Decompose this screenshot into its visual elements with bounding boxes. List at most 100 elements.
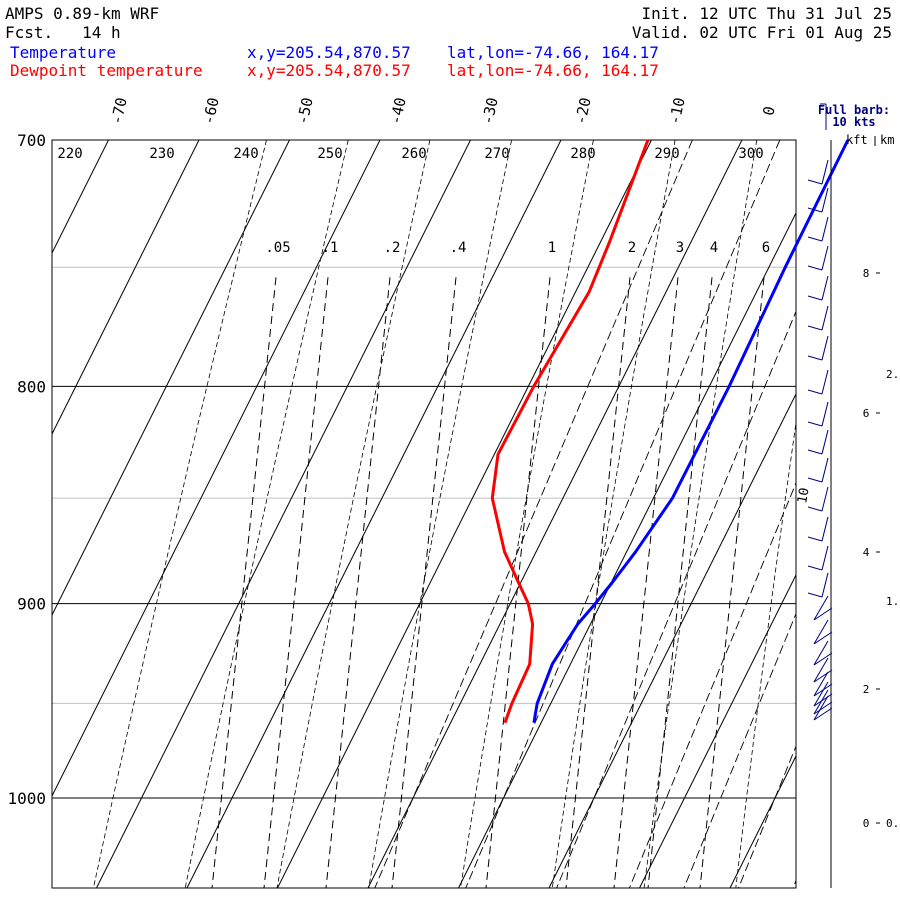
isotherm-line (52, 140, 290, 617)
legend-temperature-name: Temperature (10, 43, 116, 62)
wind-barb-flag (807, 207, 823, 213)
theta-label: 280 (570, 146, 595, 162)
isotherm-line (821, 140, 900, 888)
dry-adiabat (368, 140, 512, 888)
wind-barb-flag (807, 295, 823, 301)
mixing-ratio-line (565, 277, 631, 888)
dry-adiabat (735, 420, 796, 888)
theta-label: 270 (484, 146, 509, 162)
moist-adiabat (792, 879, 796, 888)
dewpoint-profile (490, 139, 650, 724)
mixing-ratio-label: .1 (322, 240, 339, 256)
forecast-label: Fcst. (5, 23, 54, 42)
wind-barb (813, 681, 829, 707)
wind-barb (821, 486, 829, 512)
wind-barb-flag (807, 265, 823, 271)
kft-tick-label: 0 (863, 817, 870, 830)
wind-barb (821, 401, 829, 427)
temperature-profile (532, 139, 850, 723)
init-value: 12 UTC Thu 31 Jul 25 (699, 4, 892, 23)
wind-barb-flag (807, 565, 823, 571)
wind-barb (821, 572, 829, 598)
legend-temperature-xy: x,y=205.54,870.57 (247, 43, 411, 62)
plot-frame (51, 139, 797, 889)
wind-barb-flag (807, 449, 823, 455)
isotherm-line (277, 140, 652, 888)
dry-adiabat (93, 140, 267, 888)
mixing-ratio-line (391, 277, 457, 888)
mixing-ratio-label: .2 (384, 240, 401, 256)
pressure-label: 800 (17, 377, 46, 396)
mixing-ratio-line (647, 277, 713, 888)
moist-adiabat (556, 310, 796, 888)
isotherm-line (548, 392, 796, 888)
wind-barb-flag (807, 477, 823, 483)
isotherm-line (186, 140, 562, 888)
wind-barb-flag (813, 701, 833, 715)
wind-barb (821, 187, 829, 213)
wind-barb-flag (813, 652, 833, 666)
barb-legend-line2: 10 kts (832, 115, 875, 129)
isotherm-line (367, 140, 743, 888)
mixing-ratio-line (613, 277, 679, 888)
valid-time: Valid. 02 UTC Fri 01 Aug 25 (632, 24, 892, 42)
isotherm-line (0, 140, 18, 888)
barb-legend-line1: Full barb: (818, 103, 890, 117)
wind-barb (821, 216, 829, 242)
wind-barb-flag (807, 325, 823, 331)
kft-tick-label: 2 (863, 683, 870, 696)
wind-barb-flag (807, 506, 823, 512)
dry-adiabat (276, 140, 431, 888)
wind-barb (821, 369, 829, 395)
wind-barb (813, 695, 829, 721)
moist-adiabat (465, 140, 781, 888)
wind-barb (821, 335, 829, 361)
wind-barb (821, 275, 829, 301)
temperature-tick-label: -40 (386, 96, 409, 126)
dry-adiabat (551, 140, 676, 888)
dry-adiabat (460, 140, 594, 888)
wind-barb (813, 595, 829, 621)
temperature-tick-label: -70 (107, 96, 130, 126)
kft-axis-label: kft (846, 133, 868, 147)
pressure-label: 1000 (7, 789, 46, 808)
mixing-ratio-line (485, 277, 551, 888)
moist-adiabat (628, 481, 796, 888)
wind-barb (813, 689, 829, 715)
plot-area (0, 140, 900, 888)
wind-barb (813, 640, 829, 666)
moist-adiabat (683, 612, 796, 888)
temperature-tick-label: -60 (199, 96, 222, 126)
theta-label: 220 (57, 146, 82, 162)
wind-barb-flag (807, 421, 823, 427)
wind-barb-flag (807, 389, 823, 395)
valid-label: Valid. (631, 23, 690, 42)
theta-label: 290 (654, 146, 679, 162)
mixing-ratio-line (263, 277, 329, 888)
wind-barb (821, 159, 829, 185)
moist-adiabat (374, 140, 693, 888)
wind-barb-flag (813, 631, 833, 645)
mixing-ratio-line (211, 277, 277, 888)
mixing-ratio-label: 6 (762, 240, 770, 256)
wind-barb-flag (807, 592, 823, 598)
temperature-tick-label: 0 (759, 105, 778, 118)
moist-adiabat (848, 140, 900, 888)
forecast-hour: Fcst. 14 h (5, 24, 121, 42)
theta-label: 240 (233, 146, 258, 162)
mixing-ratio-line (325, 277, 391, 888)
mixing-ratio-label: 3 (676, 240, 684, 256)
wind-barb-flag (807, 236, 823, 242)
pressure-label: 900 (17, 595, 46, 614)
mixing-ratio-label: .05 (265, 240, 290, 256)
isotherm-line (96, 140, 471, 888)
wind-barb-flag (807, 536, 823, 542)
theta-label: 230 (149, 146, 174, 162)
kft-tick-label: 4 (863, 546, 870, 559)
isotherm-line (52, 140, 109, 255)
kft-tick-label: 6 (863, 407, 870, 420)
forecast-value: 14 h (82, 23, 121, 42)
wind-barb-flag (807, 355, 823, 361)
isotherm-line (729, 754, 796, 888)
